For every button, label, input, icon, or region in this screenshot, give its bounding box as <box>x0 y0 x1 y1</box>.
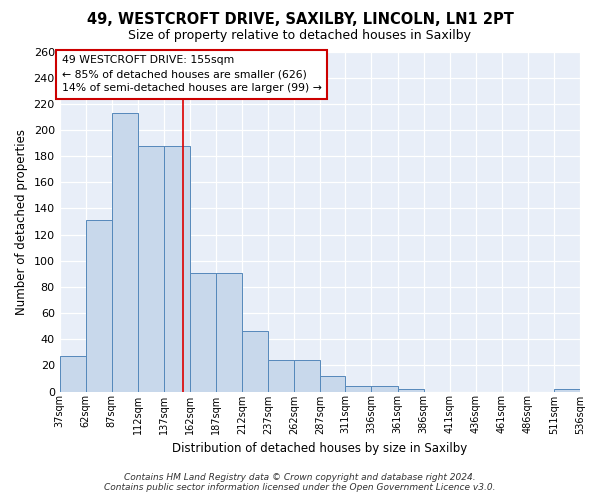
Text: 49 WESTCROFT DRIVE: 155sqm
← 85% of detached houses are smaller (626)
14% of sem: 49 WESTCROFT DRIVE: 155sqm ← 85% of deta… <box>62 56 322 94</box>
Y-axis label: Number of detached properties: Number of detached properties <box>15 128 28 314</box>
Bar <box>268 360 294 392</box>
Bar <box>398 389 424 392</box>
Bar <box>294 360 320 392</box>
Bar <box>554 389 580 392</box>
Bar <box>190 272 216 392</box>
Bar <box>371 386 398 392</box>
Bar <box>138 146 164 392</box>
Text: 49, WESTCROFT DRIVE, SAXILBY, LINCOLN, LN1 2PT: 49, WESTCROFT DRIVE, SAXILBY, LINCOLN, L… <box>86 12 514 28</box>
Bar <box>216 272 242 392</box>
Text: Contains HM Land Registry data © Crown copyright and database right 2024.
Contai: Contains HM Land Registry data © Crown c… <box>104 473 496 492</box>
X-axis label: Distribution of detached houses by size in Saxilby: Distribution of detached houses by size … <box>172 442 467 455</box>
Bar <box>59 356 86 392</box>
Bar <box>242 332 268 392</box>
Bar <box>320 376 346 392</box>
Bar <box>164 146 190 392</box>
Bar <box>112 113 138 392</box>
Bar <box>346 386 371 392</box>
Bar <box>86 220 112 392</box>
Text: Size of property relative to detached houses in Saxilby: Size of property relative to detached ho… <box>128 29 472 42</box>
